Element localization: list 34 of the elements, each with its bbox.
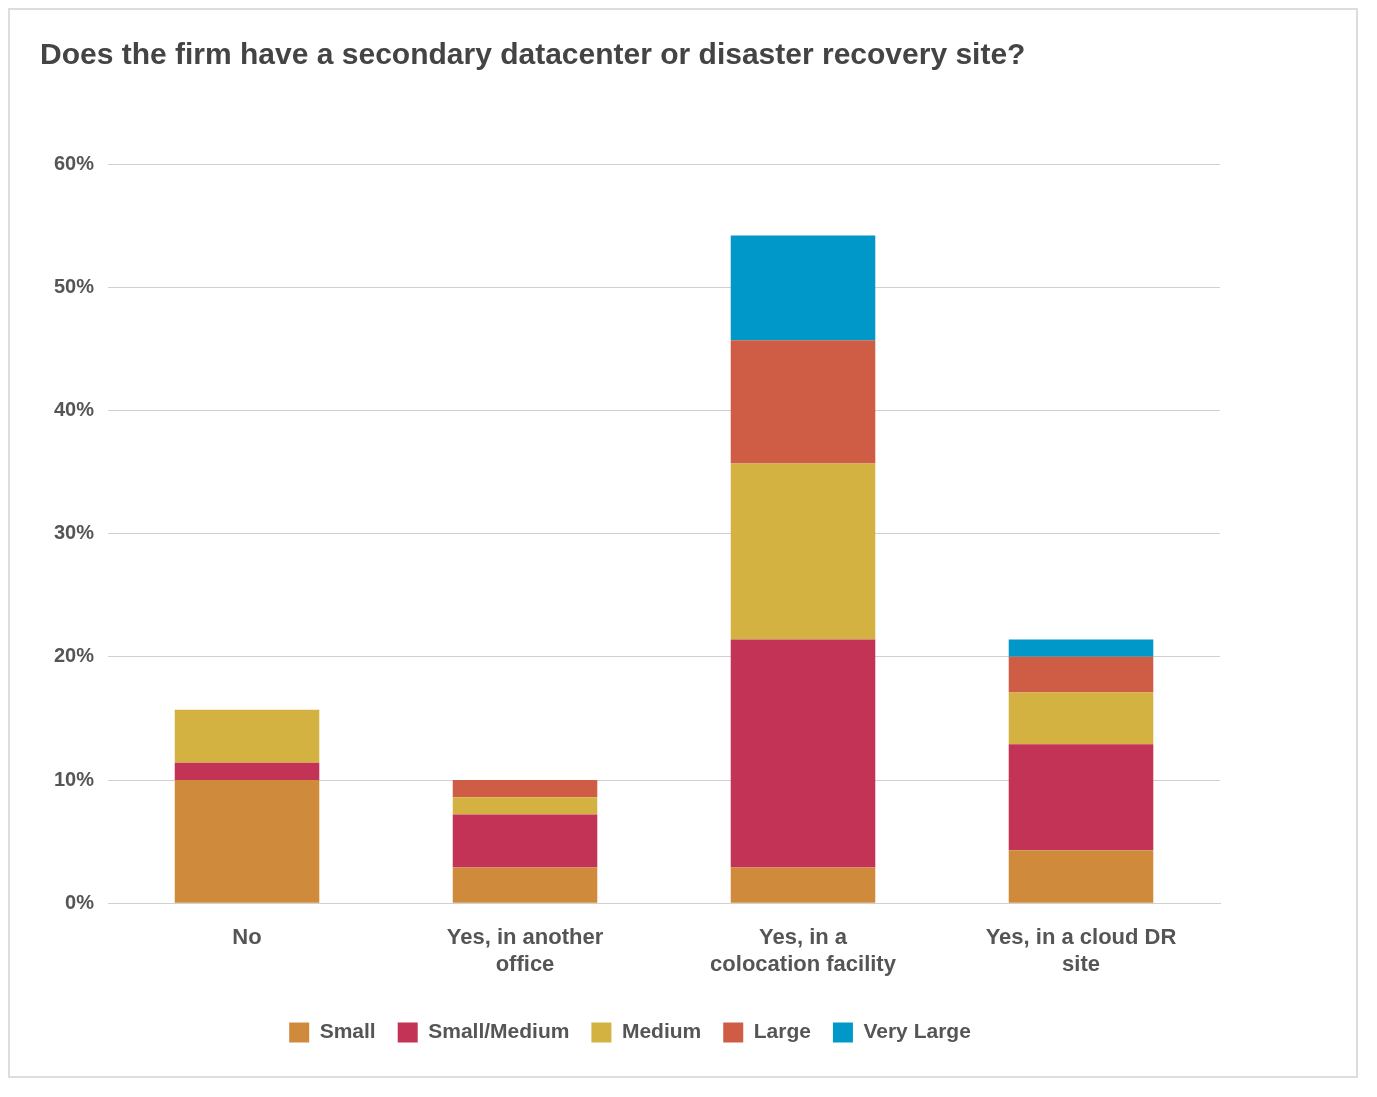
bar [1008,692,1154,745]
bar [452,797,598,815]
x-tick-label: Yes, in a cloud DR site [985,924,1177,976]
bar [452,814,598,868]
bar [174,709,320,763]
y-tick-label: 10% [54,767,95,790]
bar [174,762,320,780]
legend-label: Small [319,1019,376,1043]
bar [730,867,876,903]
y-tick-label: 0% [65,890,95,913]
bar [1008,656,1154,693]
legend-label: Very Large [863,1019,971,1043]
legend-label: Medium [621,1019,702,1043]
x-tick-label: No [232,924,262,950]
bar [174,780,320,903]
bar [1008,639,1154,657]
y-tick-label: 60% [54,151,95,174]
legend-label: Large [753,1019,811,1043]
bar [1008,850,1154,903]
bar [452,867,598,903]
y-tick-label: 30% [54,521,95,544]
bar [730,639,876,868]
bar [730,235,876,341]
chart-title: Does the firm have a secondary datacenter or disaster recovery site? [40,37,1026,71]
bar [730,463,876,640]
x-tick-label: Yes, in another office [446,924,604,976]
x-tick-label: Yes, in a colocation facility [710,924,897,976]
bar [1008,744,1154,851]
legend-label: Small/Medium [428,1019,570,1043]
y-tick-label: 50% [54,274,95,297]
y-tick-label: 20% [54,644,95,667]
bar [730,340,876,464]
y-tick-label: 40% [54,397,95,420]
bar [452,780,598,798]
